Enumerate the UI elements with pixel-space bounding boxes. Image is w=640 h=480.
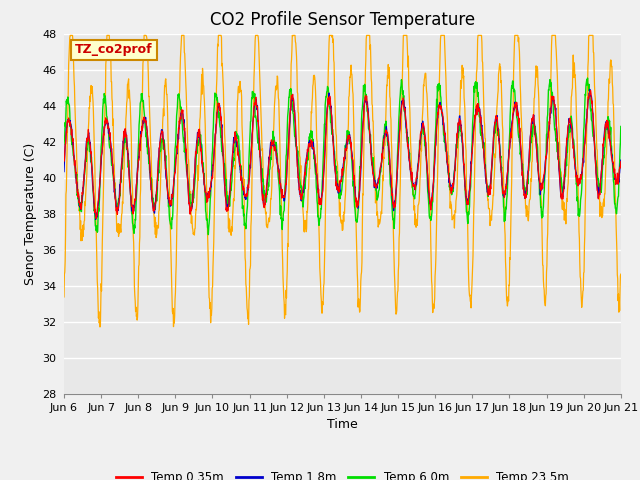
Legend: Temp 0.35m, Temp 1.8m, Temp 6.0m, Temp 23.5m: Temp 0.35m, Temp 1.8m, Temp 6.0m, Temp 2…: [111, 466, 573, 480]
Y-axis label: Senor Temperature (C): Senor Temperature (C): [24, 143, 36, 285]
Text: TZ_co2prof: TZ_co2prof: [75, 43, 153, 56]
Title: CO2 Profile Sensor Temperature: CO2 Profile Sensor Temperature: [210, 11, 475, 29]
X-axis label: Time: Time: [327, 418, 358, 431]
